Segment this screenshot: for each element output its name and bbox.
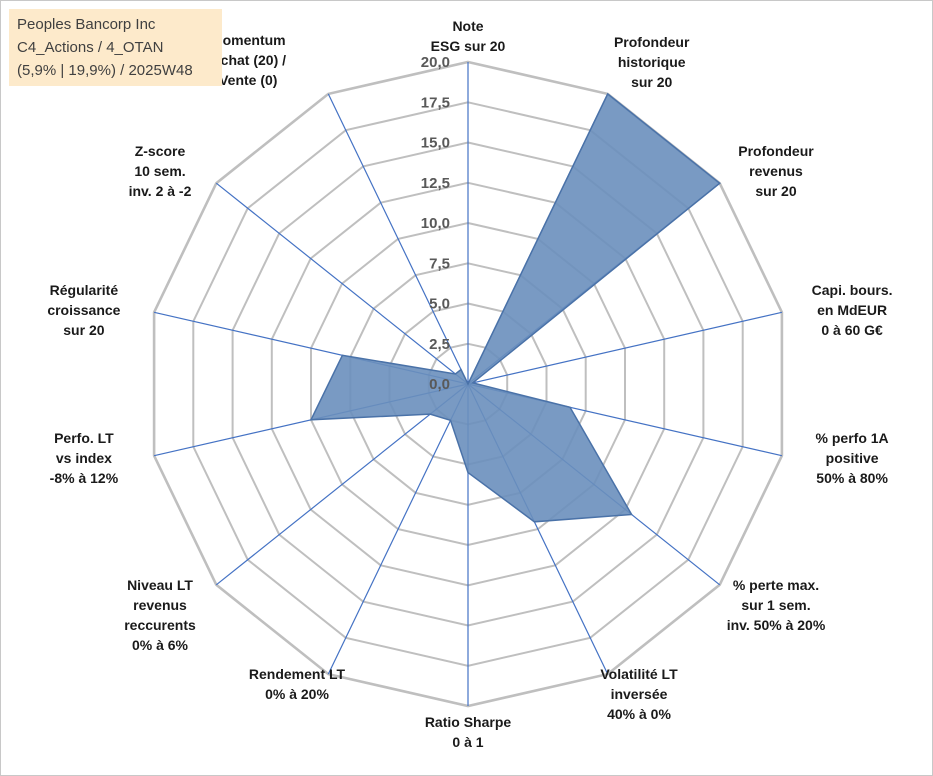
axis-label-line: positive [826, 450, 879, 466]
axis-label-10: Perfo. LT vs index -8% à 12% [50, 430, 119, 486]
axis-label-line: Niveau LT [127, 577, 193, 593]
axis-label-line: inv. 2 à -2 [129, 183, 192, 199]
radial-tick-labels: 0,0 2,5 5,0 7,5 10,0 12,5 15,0 17,5 20,0 [421, 54, 450, 393]
axis-label-13: Momentum Achat (20) / Vente (0) [211, 32, 287, 88]
tick-label-3: 7,5 [429, 255, 450, 272]
axis-label-line: inv. 50% à 20% [727, 617, 826, 633]
tick-label-0: 0,0 [429, 376, 450, 393]
axis-label-line: reccurents [124, 617, 196, 633]
axis-label-line: historique [618, 54, 686, 70]
tick-label-4: 10,0 [421, 215, 450, 232]
radar-series [309, 92, 721, 523]
axis-label-line: Note [452, 18, 483, 34]
axis-label-line: Ratio Sharpe [425, 714, 512, 730]
axis-label-line: Momentum [211, 32, 286, 48]
axis-label-12: Z-score 10 sem. inv. 2 à -2 [129, 143, 192, 199]
tick-label-6: 15,0 [421, 135, 450, 152]
axis-label-line: revenus [749, 163, 803, 179]
axis-label-line: 40% à 0% [607, 706, 671, 722]
axis-label-line: Volatilité LT [600, 666, 678, 682]
info-box: Peoples Bancorp Inc C4_Actions / 4_OTAN … [9, 9, 222, 86]
axis-label-line: Perfo. LT [54, 430, 114, 446]
period-label: (5,9% | 19,9%) / 2025W48 [17, 62, 193, 79]
axis-label-9: Niveau LT revenus reccurents 0% à 6% [124, 577, 196, 653]
axis-label-line: croissance [47, 302, 120, 318]
axis-label-line: % perfo 1A [816, 430, 889, 446]
axis-label-3: Capi. bours. en MdEUR 0 à 60 G€ [812, 282, 893, 338]
axis-label-line: Profondeur [738, 143, 814, 159]
axis-label-0: Note ESG sur 20 [431, 18, 506, 54]
spoke-8 [327, 383, 469, 675]
spoke-13 [327, 93, 469, 385]
axis-label-line: 50% à 80% [816, 470, 888, 486]
axis-labels: Note ESG sur 20 Profondeur historique sur 20… [47, 18, 892, 750]
spoke-9 [215, 383, 469, 586]
axis-label-line: vs index [56, 450, 112, 466]
axis-label-line: 0 à 60 G€ [821, 322, 883, 338]
company-name: Peoples Bancorp Inc [17, 16, 156, 33]
axis-label-line: 0 à 1 [452, 734, 483, 750]
axis-label-line: sur 20 [631, 74, 672, 90]
axis-label-line: % perte max. [733, 577, 819, 593]
axis-label-line: Régularité [50, 282, 119, 298]
tick-label-7: 17,5 [421, 94, 450, 111]
axis-label-line: en MdEUR [817, 302, 887, 318]
tick-label-1: 2,5 [429, 336, 450, 353]
spoke-3 [467, 311, 783, 385]
axis-label-line: 10 sem. [134, 163, 185, 179]
axis-label-line: sur 1 sem. [741, 597, 810, 613]
axis-label-line: Vente (0) [219, 72, 277, 88]
category-label: C4_Actions / 4_OTAN [17, 39, 164, 56]
axis-label-line: Z-score [135, 143, 186, 159]
spoke-12 [215, 182, 469, 385]
axis-label-line: Achat (20) / [211, 52, 287, 68]
axis-label-line: Profondeur [614, 34, 690, 50]
axis-label-4: % perfo 1A positive 50% à 80% [816, 430, 889, 486]
axis-label-line: revenus [133, 597, 187, 613]
axis-label-line: -8% à 12% [50, 470, 119, 486]
axis-label-2: Profondeur revenus sur 20 [738, 143, 814, 199]
series-area [309, 92, 721, 523]
axis-label-8: Rendement LT 0% à 20% [249, 666, 346, 702]
axis-label-line: 0% à 6% [132, 637, 189, 653]
axis-label-11: Régularité croissance sur 20 [47, 282, 120, 338]
axis-label-line: inversée [611, 686, 668, 702]
axis-label-line: sur 20 [63, 322, 104, 338]
tick-label-8: 20,0 [421, 54, 450, 71]
axis-label-line: ESG sur 20 [431, 38, 506, 54]
tick-label-5: 12,5 [421, 175, 450, 192]
axis-label-7: Ratio Sharpe 0 à 1 [425, 714, 512, 750]
axis-label-5: % perte max. sur 1 sem. inv. 50% à 20% [727, 577, 826, 633]
tick-label-2: 5,0 [429, 296, 450, 313]
axis-label-line: Capi. bours. [812, 282, 893, 298]
axis-label-line: Rendement LT [249, 666, 346, 682]
axis-label-line: 0% à 20% [265, 686, 329, 702]
axis-label-line: sur 20 [755, 183, 796, 199]
axis-label-6: Volatilité LT inversée 40% à 0% [600, 666, 678, 722]
axis-label-1: Profondeur historique sur 20 [614, 34, 690, 90]
